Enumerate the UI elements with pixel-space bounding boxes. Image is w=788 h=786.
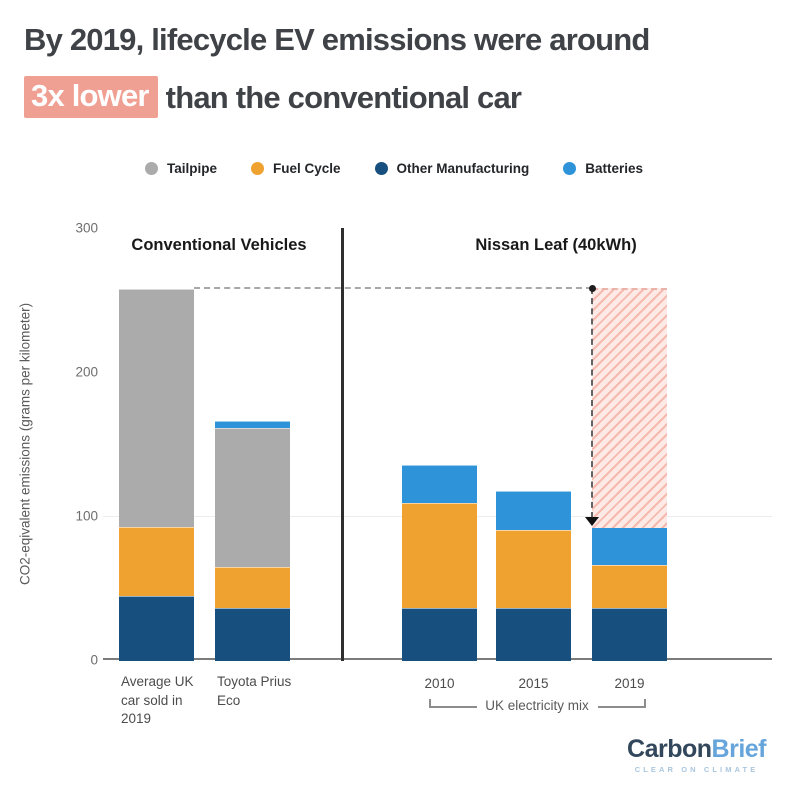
logo-tagline: CLEAR ON CLIMATE	[634, 765, 759, 774]
bar-label-leaf-2010: 2010	[424, 675, 454, 694]
legend-label: Other Manufacturing	[396, 161, 530, 176]
legend-label: Batteries	[585, 161, 644, 176]
legend-item-other-manufacturing: Other Manufacturing	[374, 161, 530, 176]
bar-segment-other_manufacturing	[215, 607, 290, 661]
bar-segment-other_manufacturing	[402, 607, 477, 661]
bar-segment-fuel_cycle	[592, 564, 667, 608]
bar-label-line: 2010	[424, 676, 455, 691]
page-title-line2: 3x lower than the conventional car	[24, 76, 764, 118]
bar-label-line: Average UK	[121, 674, 194, 689]
bar-segment-fuel_cycle	[215, 567, 290, 608]
bar-label-leaf-2019: 2019	[614, 675, 644, 694]
bar-label-line: 2019	[614, 676, 645, 691]
panel-title-nissan-leaf: Nissan Leaf (40kWh)	[475, 236, 637, 254]
annotation-dashed-drop-line	[591, 288, 593, 519]
bar-label-average-uk-car-sold-in-2019: Average UK car sold in 2019	[121, 673, 194, 729]
bracket-right-line	[598, 706, 644, 708]
page-title-line1: By 2019, lifecycle EV emissions were aro…	[24, 22, 650, 57]
bar-label-line: Eco	[217, 692, 241, 708]
tailpipe-dot-icon	[144, 162, 158, 175]
bar-segment-other_manufacturing	[119, 596, 194, 661]
bar-segment-other_manufacturing	[496, 607, 571, 661]
bar-segment-batteries	[496, 491, 571, 530]
bar-leaf-2019	[592, 527, 667, 661]
carbonbrief-logo: CarbonBrief CLEAR ON CLIMATE	[627, 737, 766, 775]
bar-segment-fuel_cycle	[496, 529, 571, 608]
bracket-left-tick	[429, 699, 431, 708]
logo-brief: Brief	[711, 735, 767, 763]
bar-segment-fuel_cycle	[119, 527, 194, 597]
bar-leaf-2015	[496, 491, 571, 661]
other-manufacturing-dot-icon	[374, 162, 388, 175]
title-line2-rest: than the conventional car	[165, 79, 522, 115]
legend-label: Fuel Cycle	[272, 161, 341, 176]
panel-divider	[341, 228, 344, 661]
bracket-label: UK electricity mix	[485, 697, 589, 713]
bar-label-leaf-2015: 2015	[518, 675, 548, 694]
bar-label-toyota-prius-eco: Toyota Prius Eco	[217, 673, 291, 710]
annotation-arrow-icon	[585, 517, 599, 527]
bar-label-line: 2015	[518, 676, 549, 691]
y-axis-label: CO2-eqivalent emissions (grams per kilom…	[17, 302, 33, 586]
batteries-dot-icon	[563, 162, 577, 175]
legend-label: Tailpipe	[166, 161, 217, 176]
bar-segment-tailpipe	[119, 289, 194, 528]
bar-segment-other_manufacturing	[592, 607, 667, 661]
bar-segment-batteries	[215, 420, 290, 428]
y-tick-label-0: 0	[90, 652, 98, 668]
bar-label-line: 2019	[121, 711, 152, 726]
bar-segment-batteries	[592, 527, 667, 565]
annotation-hatch-area	[592, 288, 667, 529]
bracket-left-line	[431, 706, 477, 708]
bracket-right-tick	[644, 699, 646, 708]
y-tick-label-300: 300	[75, 220, 98, 236]
title-highlight: 3x lower	[24, 76, 158, 118]
bar-segment-batteries	[402, 465, 477, 503]
bar-toyota-prius-eco	[215, 420, 290, 661]
bar-average-uk-car-sold-in-2019	[119, 289, 194, 661]
bar-label-line: Toyota Prius	[217, 674, 292, 689]
logo-wordmark: CarbonBrief	[627, 737, 766, 762]
annotation-dashed-reference-line	[194, 287, 592, 290]
logo-carbon: Carbon	[627, 735, 712, 763]
bar-label-line: car sold in	[121, 692, 183, 708]
bar-leaf-2010	[402, 465, 477, 661]
legend-item-tailpipe: Tailpipe	[144, 161, 217, 176]
legend-item-batteries: Batteries	[563, 161, 643, 176]
legend-item-fuel-cycle: Fuel Cycle	[250, 161, 341, 176]
title-block: By 2019, lifecycle EV emissions were aro…	[24, 24, 764, 118]
legend: Tailpipe Fuel Cycle Other Manufacturing …	[0, 161, 788, 176]
panel-title-conventional-vehicles: Conventional Vehicles	[131, 236, 307, 254]
bar-segment-fuel_cycle	[402, 502, 477, 608]
y-tick-label-200: 200	[75, 364, 98, 380]
annotation-reference-dot	[589, 285, 596, 293]
bar-segment-tailpipe	[215, 427, 290, 568]
fuel-cycle-dot-icon	[250, 162, 264, 175]
y-tick-label-100: 100	[75, 508, 98, 524]
